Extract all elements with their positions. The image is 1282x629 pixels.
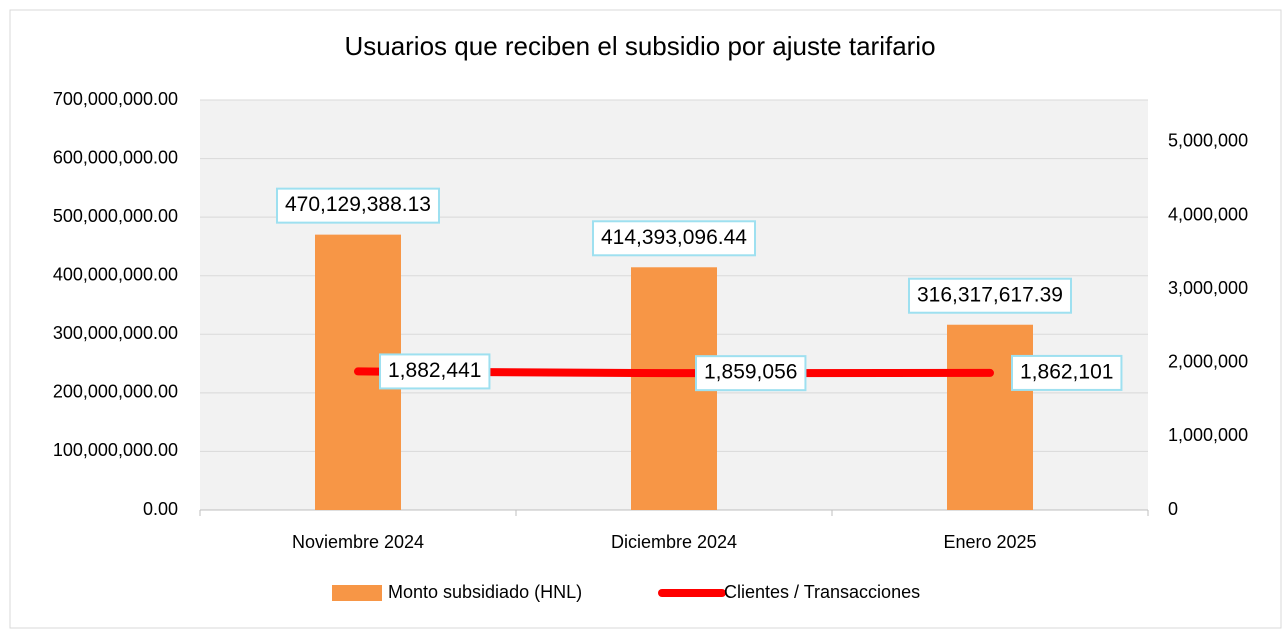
x-tick-label: Noviembre 2024 bbox=[292, 532, 424, 552]
x-tick-label: Enero 2025 bbox=[943, 532, 1036, 552]
y-tick-label: 0.00 bbox=[143, 499, 178, 519]
y-tick-label: 300,000,000.00 bbox=[53, 323, 178, 343]
y-tick-label: 100,000,000.00 bbox=[53, 440, 178, 460]
data-label: 316,317,617.39 bbox=[917, 283, 1063, 306]
data-label: 1,862,101 bbox=[1020, 360, 1113, 383]
legend-swatch bbox=[332, 585, 382, 601]
y2-tick-label: 4,000,000 bbox=[1168, 204, 1248, 224]
data-label-box bbox=[1011, 354, 1123, 391]
y2-tick-label: 2,000,000 bbox=[1168, 352, 1248, 372]
y-tick-label: 400,000,000.00 bbox=[53, 264, 178, 284]
data-label: 470,129,388.13 bbox=[285, 193, 431, 216]
y2-tick-label: 5,000,000 bbox=[1168, 131, 1248, 151]
chart-title: Usuarios que reciben el subsidio por aju… bbox=[344, 31, 935, 61]
data-label-box bbox=[908, 277, 1072, 314]
y-tick-label: 200,000,000.00 bbox=[53, 382, 178, 402]
y-tick-label: 500,000,000.00 bbox=[53, 206, 178, 226]
data-label-box bbox=[695, 355, 807, 392]
data-label: 1,859,056 bbox=[704, 361, 797, 384]
bar bbox=[947, 324, 1033, 510]
y-tick-label: 600,000,000.00 bbox=[53, 147, 178, 167]
data-label: 1,882,441 bbox=[388, 359, 481, 382]
y2-tick-label: 0 bbox=[1168, 499, 1178, 519]
y2-tick-label: 1,000,000 bbox=[1168, 425, 1248, 445]
legend-label: Monto subsidiado (HNL) bbox=[388, 582, 582, 602]
y2-tick-label: 3,000,000 bbox=[1168, 278, 1248, 298]
legend-label: Clientes / Transacciones bbox=[724, 582, 920, 602]
data-label-box bbox=[379, 353, 491, 390]
data-label-box bbox=[276, 187, 440, 224]
y-tick-label: 700,000,000.00 bbox=[53, 89, 178, 109]
x-tick-label: Diciembre 2024 bbox=[611, 532, 737, 552]
data-label-box bbox=[592, 220, 756, 257]
data-label: 414,393,096.44 bbox=[601, 226, 747, 249]
